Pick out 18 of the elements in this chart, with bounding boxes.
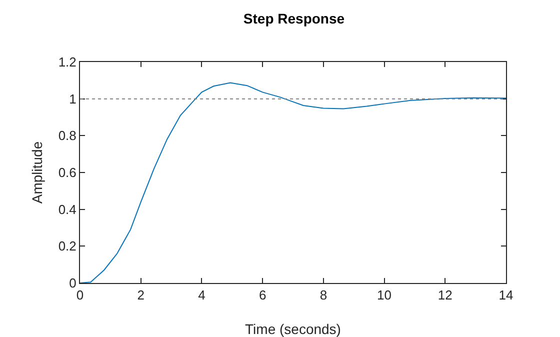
x-tick-label: 2 (137, 288, 144, 303)
x-tick-label: 10 (377, 288, 392, 303)
y-tick-label: 0.4 (58, 202, 76, 217)
y-tick-label: 0.8 (58, 128, 76, 144)
chart-title: Step Response (243, 10, 345, 26)
y-tick-label: 0 (69, 276, 76, 291)
x-tick-label: 14 (498, 288, 514, 303)
x-tick-label: 6 (258, 288, 266, 303)
x-tick-label: 4 (198, 288, 206, 303)
line-series (80, 82, 506, 283)
y-tick-label: 1.2 (58, 54, 76, 70)
y-tick-label: 0.6 (58, 165, 76, 180)
x-tick-label: 8 (320, 288, 328, 303)
y-axis-title: Amplitude (29, 141, 45, 204)
x-axis-title: Time (seconds) (245, 321, 341, 337)
x-tick-label: 12 (438, 288, 452, 303)
y-tick-label: 1 (69, 91, 76, 106)
y-tick-label: 0.2 (58, 238, 76, 254)
